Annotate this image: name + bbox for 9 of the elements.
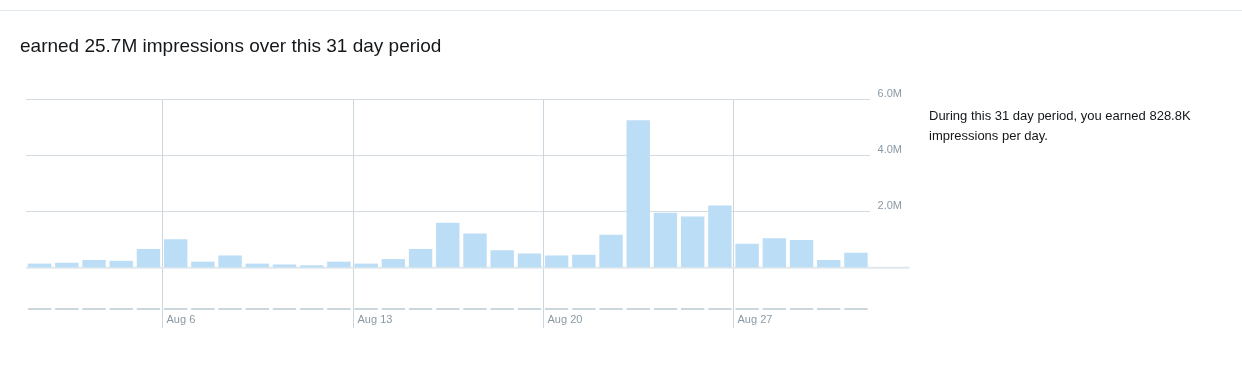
x-tick-label: Aug 27 bbox=[737, 313, 773, 326]
y-tick-label: 6.0M bbox=[877, 86, 903, 99]
x-tick-label: Aug 20 bbox=[547, 313, 583, 326]
chart-title: earned 25.7M impressions over this 31 day period bbox=[20, 35, 442, 57]
y-tick-label: 4.0M bbox=[877, 142, 903, 155]
y-tick-label: 2.0M bbox=[877, 199, 903, 212]
text: During this 31 day period, you earned 828.8K impressions per day. bbox=[929, 107, 1192, 145]
x-tick-label: Aug 6 bbox=[166, 313, 196, 326]
x-tick-label: Aug 13 bbox=[357, 313, 393, 326]
